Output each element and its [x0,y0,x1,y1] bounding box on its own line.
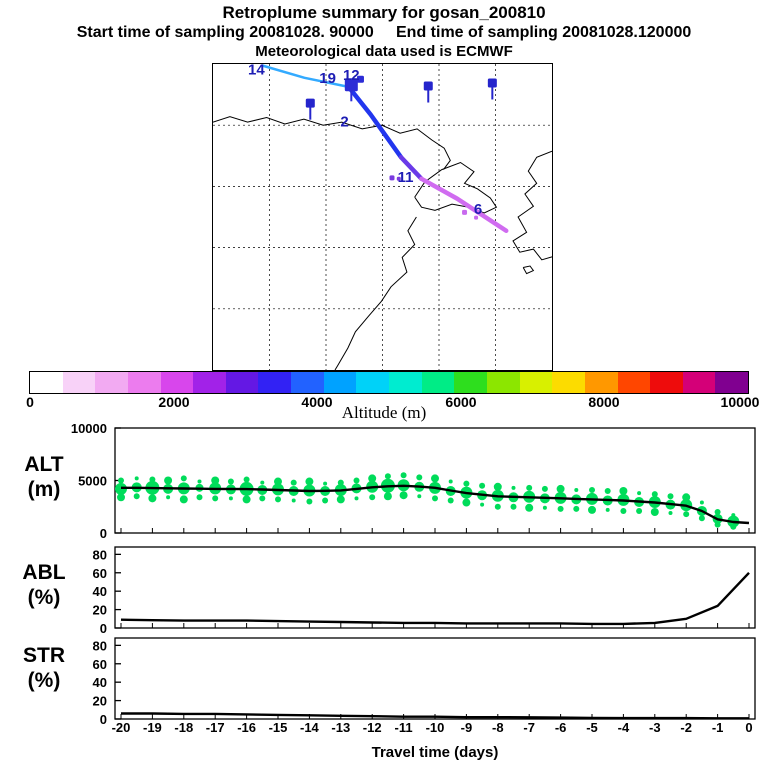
colorbar-segment [715,372,749,393]
colorbar-segment [389,372,422,393]
colorbar-segment [454,372,487,393]
colorbar-segment [258,372,292,393]
sampling-times-line: Start time of sampling 20081028. 90000 E… [76,24,692,41]
str-axis-title-line1: STR [23,644,65,667]
colorbar-segment [62,372,96,393]
svg-text:0: 0 [100,621,107,636]
svg-text:0: 0 [100,526,107,541]
svg-text:80: 80 [93,547,107,562]
colorbar-tick-8000: 8000 [588,394,620,410]
svg-text:-10: -10 [426,720,445,735]
colorbar-segment [291,372,324,393]
svg-text:-4: -4 [618,720,630,735]
svg-text:-15: -15 [269,720,288,735]
colorbar-segment [486,372,520,393]
colorbar-segment [552,372,585,393]
svg-text:14: 14 [248,64,265,79]
colorbar-segment [193,372,226,393]
colorbar-tick-10000: 10000 [720,394,760,410]
colorbar-segment [650,372,683,393]
svg-text:-14: -14 [300,720,320,735]
alt-axis-title-line1: ALT [24,453,64,476]
svg-text:19: 19 [319,70,336,87]
svg-text:-8: -8 [492,720,504,735]
colorbar-segment [356,372,390,393]
svg-text:-16: -16 [237,720,256,735]
svg-text:-9: -9 [461,720,473,735]
svg-text:-13: -13 [331,720,350,735]
str-axis-title-line2: (%) [27,669,61,692]
colorbar-segment [421,372,455,393]
svg-text:-11: -11 [395,720,413,735]
colorbar-tick-2000: 2000 [158,394,190,410]
svg-text:40: 40 [93,584,107,599]
svg-text:40: 40 [93,675,107,690]
colorbar-segment [95,372,128,393]
svg-text:11: 11 [398,169,414,186]
svg-text:-6: -6 [555,720,567,735]
svg-text:-3: -3 [649,720,661,735]
abl-axis-title-line1: ABL [22,561,66,584]
svg-text:-1: -1 [712,720,724,735]
abl-axis-title: ABL (%) [8,560,80,610]
svg-text:5000: 5000 [78,474,107,489]
svg-text:-18: -18 [174,720,193,735]
colorbar-tick-0: 0 [26,394,34,410]
svg-text:-7: -7 [523,720,535,735]
svg-text:-5: -5 [586,720,598,735]
svg-text:80: 80 [93,638,107,653]
svg-text:-19: -19 [143,720,162,735]
colorbar-segment [584,372,618,393]
svg-text:-20: -20 [112,720,131,735]
svg-text:-17: -17 [206,720,225,735]
colorbar-tick-6000: 6000 [445,394,477,410]
svg-text:0: 0 [100,712,107,727]
svg-text:0: 0 [745,720,752,735]
str-axis-title: STR (%) [8,643,80,693]
colorbar-segment [127,372,161,393]
trajectory-map-panel: 14 19 12 2 11 6 [212,63,553,371]
x-axis-title: Travel time (days) [371,744,499,761]
colorbar-segment [225,372,259,393]
trajectory-map: 14 19 12 2 11 6 [213,64,552,370]
abl-axis-title-line2: (%) [27,586,61,609]
svg-text:60: 60 [93,657,107,672]
colorbar-segment [323,372,357,393]
svg-text:6: 6 [474,201,482,218]
svg-text:-12: -12 [363,720,382,735]
svg-text:60: 60 [93,566,107,581]
colorbar-segment [682,372,716,393]
colorbar-segment [30,372,63,393]
colorbar-segment [519,372,553,393]
svg-text:10000: 10000 [71,421,107,436]
colorbar-title: Altitude (m) [341,403,427,422]
colorbar-tick-4000: 4000 [301,394,333,410]
alt-axis-title-line2: (m) [27,478,61,501]
svg-text:20: 20 [93,603,107,618]
page-title: Retroplume summary for gosan_200810 [222,3,546,22]
alt-axis-title: ALT (m) [8,452,80,502]
svg-text:-2: -2 [680,720,692,735]
colorbar-segment [617,372,651,393]
svg-text:2: 2 [340,114,348,131]
colorbar-segment [160,372,194,393]
svg-text:20: 20 [93,694,107,709]
altitude-colorbar [29,371,749,394]
met-data-line: Meteorological data used is ECMWF [255,43,513,60]
svg-text:12: 12 [343,67,360,84]
